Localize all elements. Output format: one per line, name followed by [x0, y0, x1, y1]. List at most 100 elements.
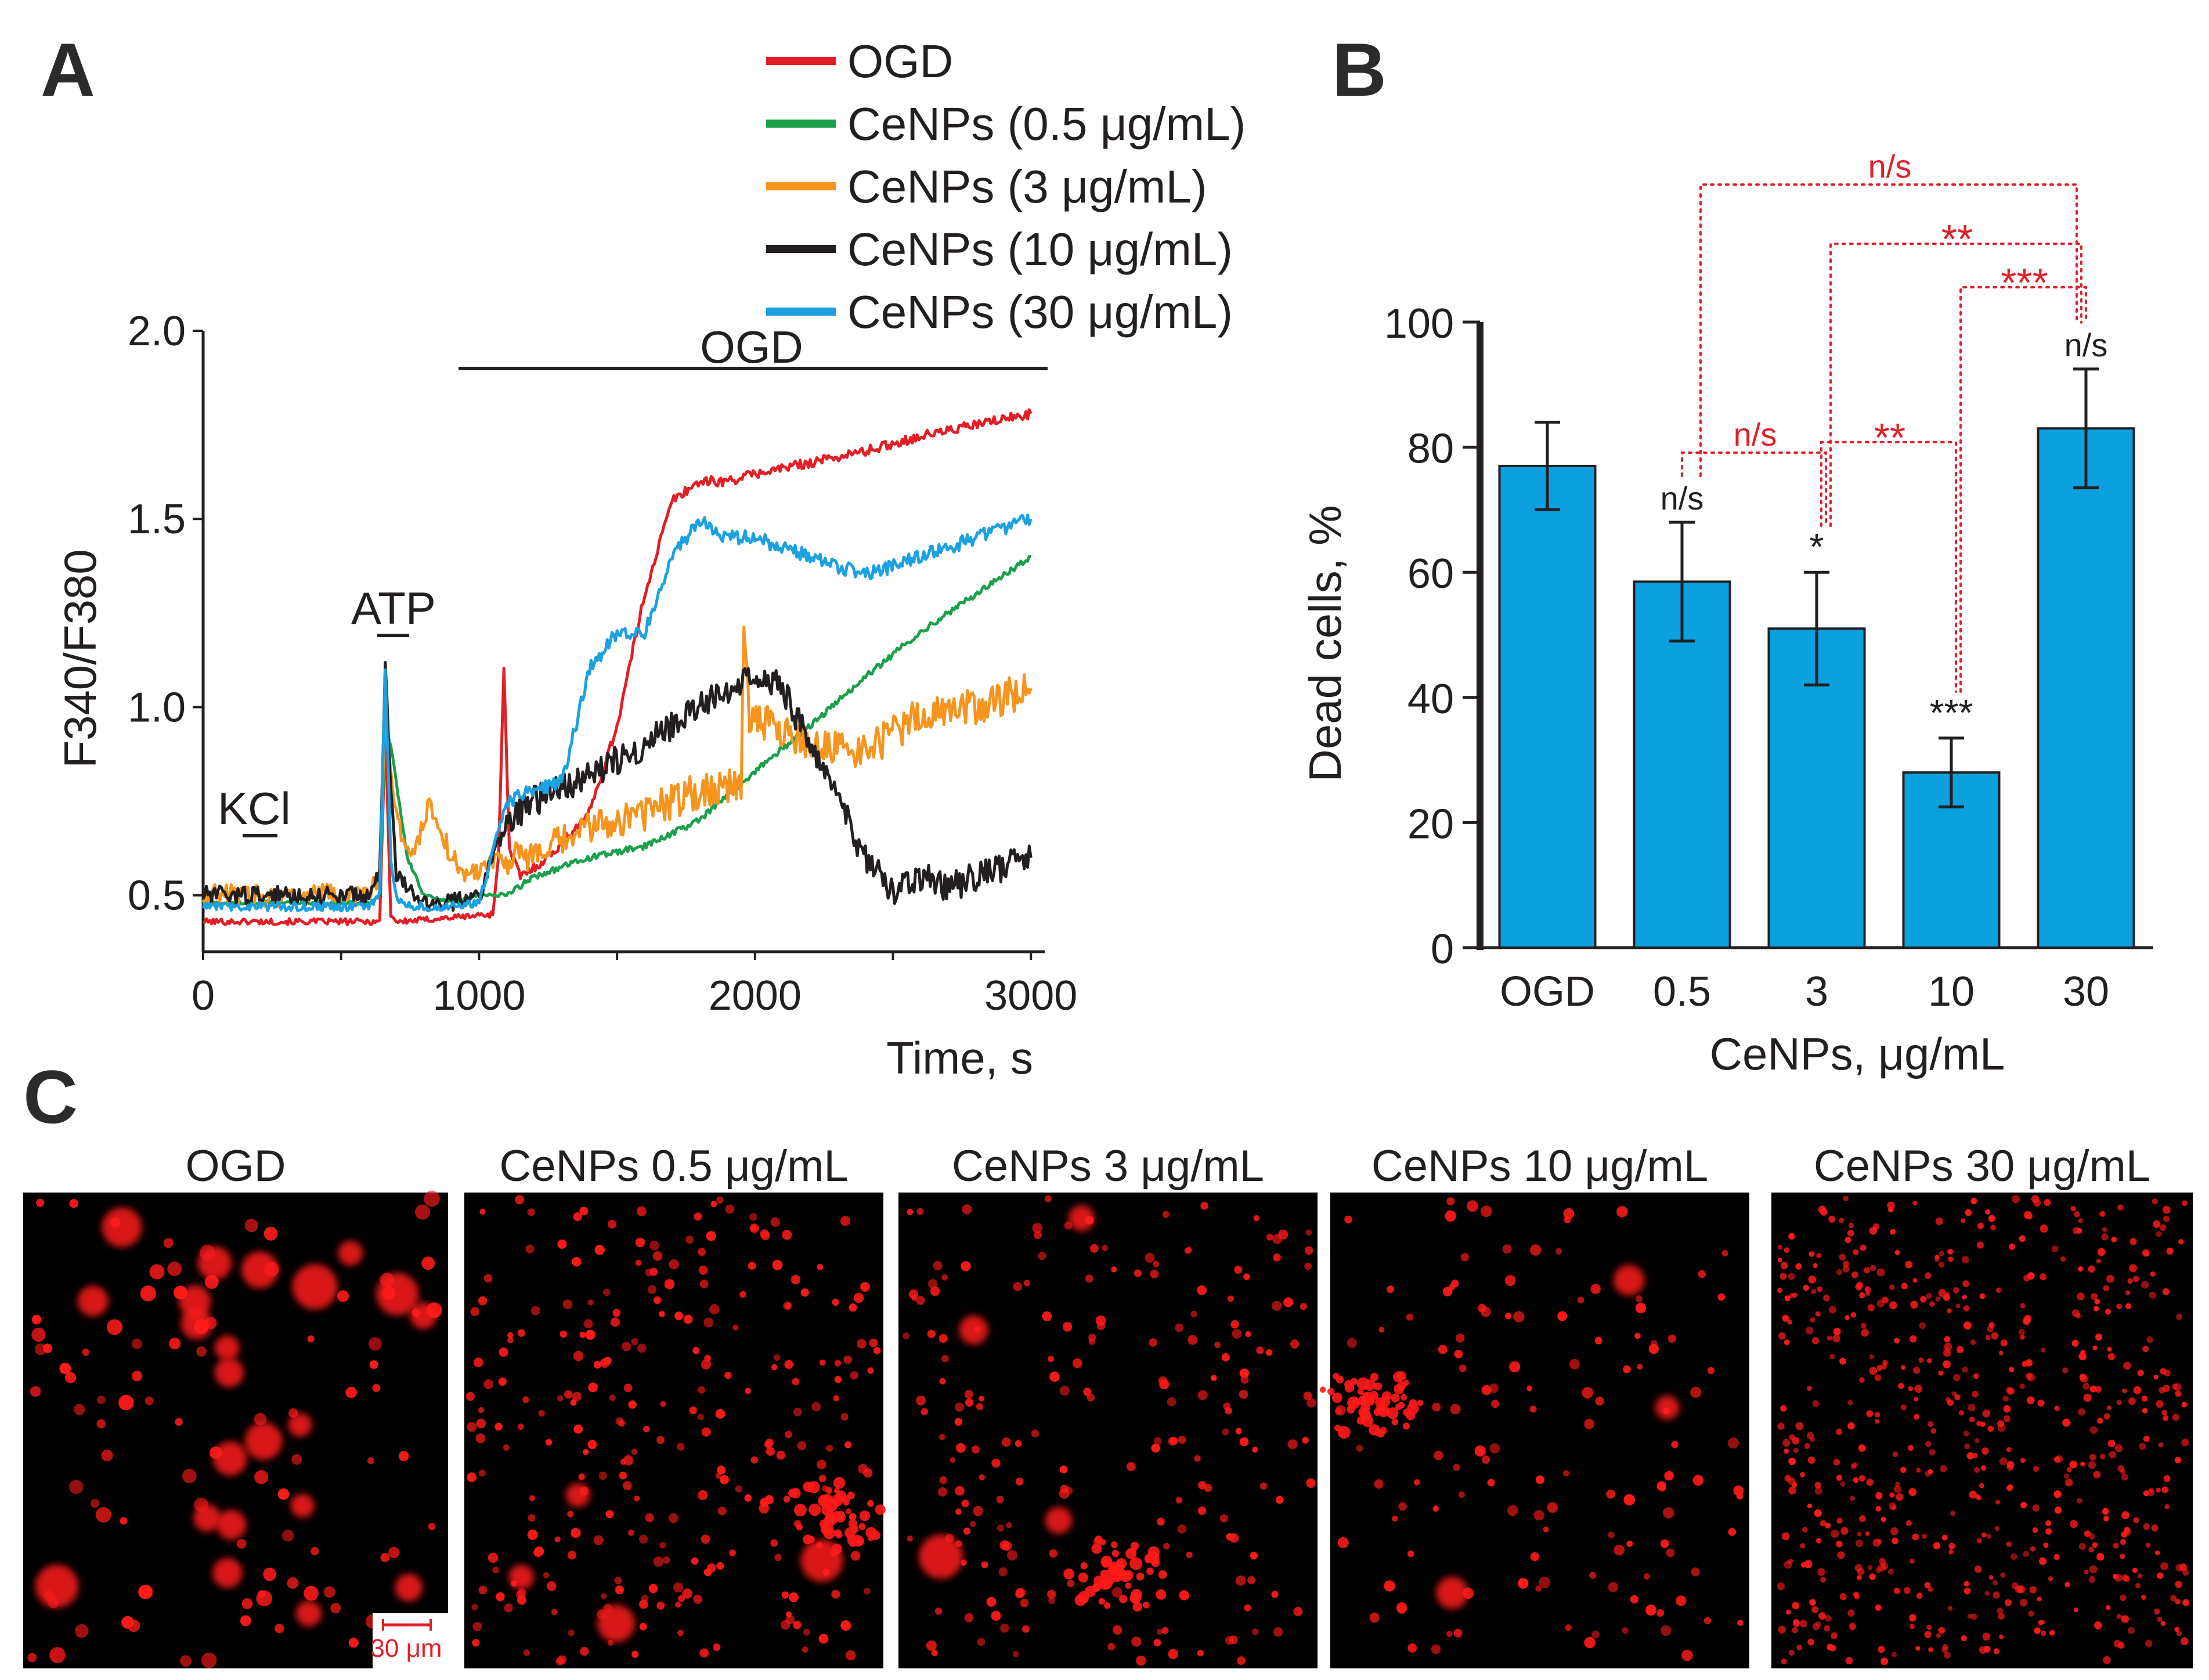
- cell-dot: [528, 1514, 536, 1522]
- cell-dot: [2163, 1215, 2170, 1222]
- cell-dot: [1211, 1375, 1217, 1381]
- cell-dot: [824, 1514, 836, 1527]
- cell-dot: [538, 1410, 545, 1417]
- cell-dot: [781, 1620, 791, 1630]
- cell-dot: [2023, 1551, 2029, 1558]
- cell-dot: [1661, 1625, 1672, 1636]
- cell-dot: [1981, 1465, 1987, 1471]
- cell-dot: [1098, 1598, 1106, 1605]
- cell-dot: [1557, 1311, 1568, 1321]
- cell-dot: [2113, 1639, 2121, 1648]
- cell-dot: [557, 1395, 564, 1401]
- cell-dot: [543, 1572, 550, 1579]
- cell-dot: [1100, 1555, 1113, 1567]
- cell-dot: [858, 1523, 866, 1530]
- cell-dot: [2163, 1415, 2169, 1421]
- cell-dot: [2009, 1243, 2016, 1250]
- cell-dot: [2097, 1248, 2106, 1256]
- cell-dot: [785, 1302, 792, 1309]
- cell-dot: [1234, 1266, 1243, 1274]
- cell-dot: [2027, 1396, 2035, 1404]
- cell-dot: [2143, 1523, 2150, 1530]
- cell-dot: [1986, 1533, 1992, 1539]
- cell-dot: [1635, 1295, 1643, 1303]
- cell-dot: [1853, 1249, 1859, 1255]
- cell-dot: [1622, 1627, 1629, 1634]
- cell-dot: [1265, 1349, 1273, 1356]
- cell-dot: [1814, 1509, 1822, 1517]
- cell-dot: [1547, 1502, 1558, 1513]
- cell-dot: [1175, 1323, 1183, 1332]
- scale-bar-label: 30 μm: [370, 1634, 442, 1663]
- cell-dot: [2182, 1599, 2190, 1606]
- cell-dot: [488, 1552, 499, 1563]
- cell-dot: [750, 1456, 758, 1464]
- cell-dot: [1626, 1540, 1633, 1547]
- cell-dot: [1387, 1407, 1399, 1419]
- cell-dot: [840, 1620, 851, 1631]
- cell-dot: [916, 1296, 925, 1305]
- cell-dot: [1450, 1404, 1461, 1415]
- cell-cluster: [1655, 1395, 1680, 1420]
- cell-dot: [1453, 1464, 1460, 1471]
- cell-dot: [2160, 1621, 2166, 1626]
- legend-entry-0: OGD: [847, 35, 953, 87]
- bar-0: [1498, 464, 1597, 949]
- cell-dot: [955, 1443, 966, 1453]
- cell-dot: [2153, 1608, 2160, 1615]
- cell-dot: [927, 1279, 938, 1289]
- cell-dot: [833, 1511, 840, 1518]
- cell-dot: [1149, 1338, 1157, 1347]
- cell-dot: [27, 1653, 37, 1663]
- cell-dot: [1965, 1209, 1972, 1216]
- cell-dot: [1796, 1645, 1803, 1651]
- cell-dot: [2027, 1373, 2035, 1382]
- cell-dot: [954, 1418, 963, 1426]
- bar-chart-panel-b: 0 20 40 60 80 100 Dead cells, % CeNPs, μg/mL OGD…: [1300, 148, 2153, 1079]
- cell-dot: [2027, 1272, 2035, 1280]
- cell-dot: [673, 1582, 684, 1593]
- cell-dot: [1882, 1296, 1889, 1304]
- cell-dot: [527, 1529, 538, 1540]
- micrograph-title-3: CeNPs 10 μg/mL: [1371, 1141, 1708, 1191]
- cell-dot: [2181, 1401, 2188, 1408]
- cell-dot: [478, 1585, 488, 1595]
- cell-dot: [1721, 1250, 1728, 1257]
- cell-dot: [1283, 1297, 1294, 1307]
- significance-bracket-label-1: **: [1874, 415, 1905, 460]
- cell-dot: [2011, 1582, 2019, 1589]
- cell-dot: [547, 1581, 557, 1591]
- cell-dots-4: [1777, 1195, 2190, 1665]
- cell-dot: [1778, 1625, 1786, 1634]
- cell-dot: [2006, 1447, 2012, 1453]
- cell-dot: [2054, 1506, 2062, 1514]
- cell-dot: [1337, 1426, 1351, 1439]
- legend: OGD CeNPs (0.5 μg/mL) CeNPs (3 μg/mL) CeNPs…: [766, 35, 1246, 338]
- cell-dot: [962, 1204, 972, 1215]
- cell-dot: [691, 1557, 699, 1565]
- cell-dot: [323, 1586, 335, 1598]
- cell-dot: [1256, 1346, 1264, 1354]
- cell-dot: [1981, 1532, 1987, 1538]
- cell-cluster: [1045, 1506, 1073, 1534]
- cell-dot: [1387, 1285, 1395, 1294]
- cell-dot: [964, 1613, 974, 1623]
- cell-dot: [504, 1603, 513, 1613]
- cell-dot: [1785, 1609, 1791, 1615]
- cell-dot: [955, 1486, 965, 1496]
- cell-dot: [1836, 1269, 1843, 1276]
- x-tick-label: 1000: [432, 973, 525, 1019]
- cell-dot: [1847, 1609, 1855, 1617]
- cell-dot: [1914, 1385, 1923, 1393]
- cell-dot: [1784, 1475, 1791, 1482]
- cell-dot: [703, 1568, 712, 1576]
- cell-dot: [1091, 1543, 1102, 1554]
- cell-dot: [2077, 1266, 2084, 1272]
- cell-dot: [2158, 1442, 2164, 1448]
- cell-dot: [1934, 1255, 1940, 1260]
- cell-dot: [1432, 1403, 1441, 1412]
- cell-dot: [163, 1238, 174, 1248]
- cell-dot: [1867, 1304, 1875, 1312]
- cell-dot: [1993, 1591, 2000, 1599]
- cell-dot: [127, 1619, 140, 1632]
